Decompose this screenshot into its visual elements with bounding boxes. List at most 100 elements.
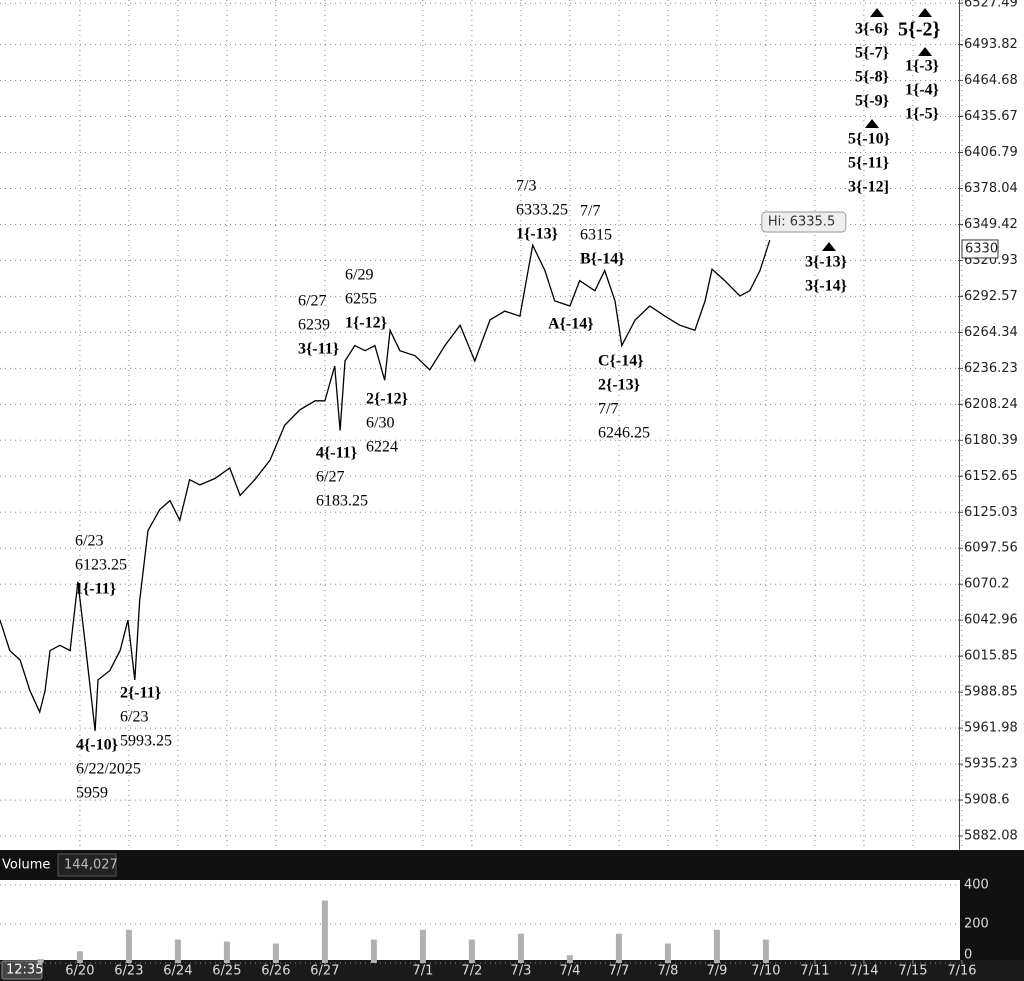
volume-axis-bg xyxy=(960,850,1024,981)
y-tick-label: 6527.49 xyxy=(964,0,1018,11)
y-tick-label: 6292.57 xyxy=(964,289,1018,304)
volume-bar xyxy=(713,929,720,963)
wave-annotation: 6123.25 xyxy=(75,557,127,574)
wave-annotation: 3{-12] xyxy=(848,179,889,196)
wave-annotation: 1{-5} xyxy=(905,106,939,123)
volume-tick-label: 400 xyxy=(964,877,989,892)
volume-bar xyxy=(37,959,44,963)
volume-total: 144,027 xyxy=(64,858,118,873)
wave-annotation: 6224 xyxy=(366,439,398,456)
wave-annotation: 2{-12} xyxy=(366,391,408,408)
volume-total-box xyxy=(57,853,117,877)
x-tick-label: 7/2 xyxy=(461,964,482,979)
wave-annotation: 5993.25 xyxy=(120,733,172,750)
wave-annotation: 6255 xyxy=(345,291,377,308)
y-tick-label: 6406.79 xyxy=(964,145,1018,160)
x-tick-label: 7/11 xyxy=(800,964,829,979)
volume-bar xyxy=(76,951,83,963)
y-tick-label: 6125.03 xyxy=(964,505,1018,520)
y-tick-label: 6349.42 xyxy=(964,217,1018,232)
wave-annotation: 1{-12} xyxy=(345,315,387,332)
wave-annotation: 5{-10} xyxy=(848,131,890,148)
wave-annotation: 2{-13} xyxy=(598,377,640,394)
marker-triangle xyxy=(870,8,884,17)
x-tick-label: 6/26 xyxy=(261,964,290,979)
wave-annotation: 3{-11} xyxy=(298,341,339,358)
volume-bar xyxy=(370,939,377,963)
marker-triangle xyxy=(865,119,879,128)
volume-bar xyxy=(468,939,475,963)
x-tick-label: 6/24 xyxy=(163,964,192,979)
volume-bar xyxy=(566,955,573,963)
marker-triangle xyxy=(918,8,932,17)
wave-annotation: 1{-13} xyxy=(516,226,558,243)
x-tick-label: 7/16 xyxy=(947,964,976,979)
y-tick-label: 6264.34 xyxy=(964,325,1018,340)
y-tick-label: 6152.65 xyxy=(964,469,1018,484)
wave-annotation: 5{-11} xyxy=(848,155,889,172)
price-line xyxy=(0,239,771,731)
y-tick-label: 6435.67 xyxy=(964,109,1018,124)
y-tick-label: 6378.04 xyxy=(964,181,1018,196)
volume-label: Volume xyxy=(2,858,50,873)
volume-bar xyxy=(125,929,132,963)
last-price-label: 6330 xyxy=(965,241,998,256)
x-tick-label: 7/9 xyxy=(706,964,727,979)
y-tick-label: 5908.6 xyxy=(964,793,1010,808)
marker-triangle xyxy=(822,242,836,251)
x-tick-label: 7/14 xyxy=(849,964,878,979)
x-tick-label: 7/3 xyxy=(510,964,531,979)
wave-annotation: 5{-9} xyxy=(855,93,889,110)
time-box xyxy=(1,960,43,980)
wave-annotation: 6246.25 xyxy=(598,425,650,442)
x-tick-label: 6/25 xyxy=(212,964,241,979)
wave-annotation: 1{-4} xyxy=(905,82,939,99)
x-axis-bg xyxy=(0,960,1024,981)
volume-header xyxy=(0,850,960,880)
y-tick-label: 5961.98 xyxy=(964,721,1018,736)
volume-bar xyxy=(419,929,426,963)
y-tick-label: 5988.85 xyxy=(964,685,1018,700)
high-label: Hi: 6335.5 xyxy=(768,215,835,230)
last-price-box xyxy=(961,239,999,259)
wave-annotation: 7/7 xyxy=(598,401,618,418)
y-tick-label: 6493.82 xyxy=(964,37,1018,52)
volume-bar xyxy=(272,943,279,963)
wave-annotation: 2{-11} xyxy=(120,685,161,702)
x-tick-label: 7/1 xyxy=(412,964,433,979)
wave-annotation: 5959 xyxy=(76,785,108,802)
wave-annotation: 5{-2} xyxy=(898,19,941,41)
wave-annotation: 7/3 xyxy=(516,178,536,195)
volume-bar xyxy=(762,939,769,963)
x-tick-label: 7/7 xyxy=(608,964,629,979)
x-tick-label: 7/8 xyxy=(657,964,678,979)
wave-annotation: 3{-14} xyxy=(805,278,847,295)
y-tick-label: 5935.23 xyxy=(964,757,1018,772)
volume-bar xyxy=(174,939,181,963)
y-tick-label: 6208.24 xyxy=(964,397,1018,412)
x-tick-label: 7/10 xyxy=(751,964,780,979)
wave-annotation: 6315 xyxy=(580,227,612,244)
volume-bar xyxy=(321,900,328,963)
volume-bar xyxy=(664,943,671,963)
wave-annotation: 6333.25 xyxy=(516,202,568,219)
wave-annotation: 7/7 xyxy=(580,203,600,220)
y-tick-label: 6236.23 xyxy=(964,361,1018,376)
volume-bar xyxy=(615,933,622,963)
wave-annotation: 3{-13} xyxy=(805,254,847,271)
marker-triangle xyxy=(918,47,932,56)
wave-annotation: 6/27 xyxy=(298,293,326,310)
y-tick-label: 6042.96 xyxy=(964,613,1018,628)
y-tick-label: 6180.39 xyxy=(964,433,1018,448)
y-tick-label: 6070.2 xyxy=(964,577,1010,592)
wave-annotation: 6239 xyxy=(298,317,330,334)
y-tick-label: 6097.56 xyxy=(964,541,1018,556)
wave-annotation: 6/23 xyxy=(75,533,103,550)
wave-annotation: 6/27 xyxy=(316,469,344,486)
volume-tick-label: 0 xyxy=(964,948,972,963)
volume-bar xyxy=(517,933,524,963)
wave-annotation: 6/30 xyxy=(366,415,394,432)
x-tick-label: 7/4 xyxy=(559,964,580,979)
